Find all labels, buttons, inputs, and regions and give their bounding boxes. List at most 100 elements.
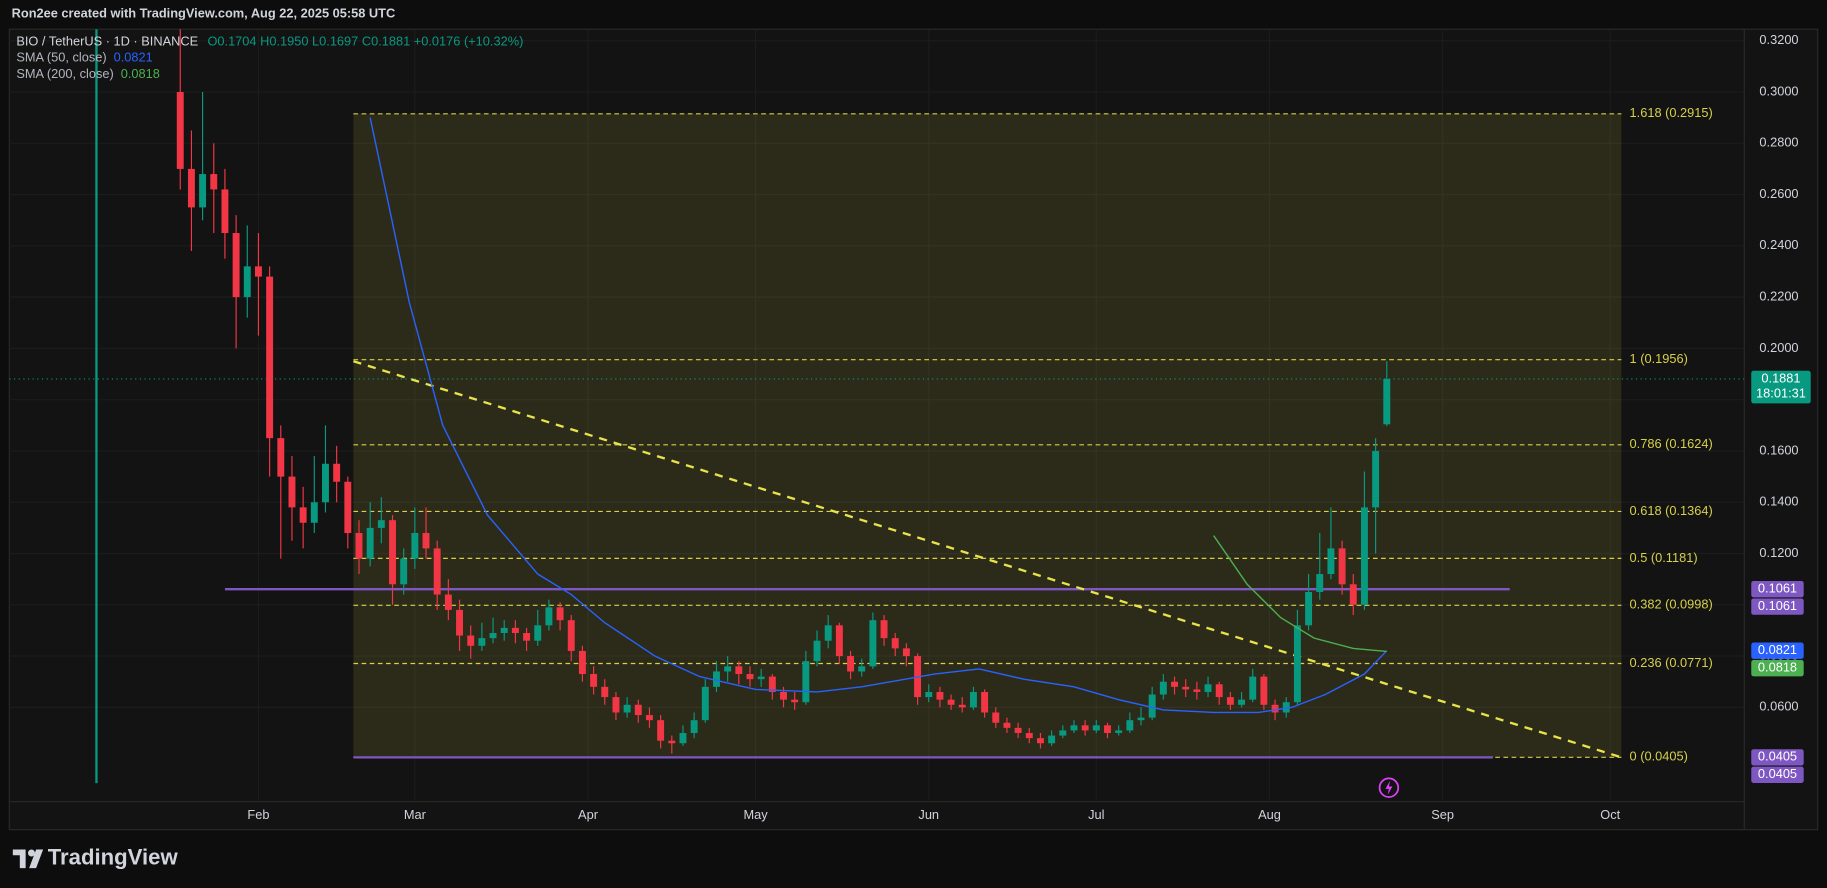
x-tick-label: Aug [1258, 807, 1281, 822]
candle-body [969, 691, 977, 708]
candle-body [1104, 725, 1111, 733]
fib-zone [353, 113, 1622, 758]
candle-body [657, 720, 665, 741]
candle-body [1260, 676, 1268, 705]
candle-body [791, 699, 799, 703]
candle-body [1003, 722, 1011, 728]
candle-body [344, 481, 352, 534]
x-tick-label: Mar [404, 807, 427, 822]
candle-body [590, 674, 598, 687]
candle-body [377, 520, 385, 528]
x-tick-label: Sep [1431, 807, 1454, 822]
candle-body [936, 691, 944, 700]
candle-body [534, 625, 542, 641]
candle-body [880, 620, 888, 639]
fib-label: 0 (0.0405) [1630, 749, 1688, 764]
candle-body [1036, 738, 1044, 744]
candle-body [1282, 702, 1290, 713]
candle-body [389, 520, 396, 585]
candle-body [221, 189, 229, 234]
candle-body [478, 638, 486, 646]
candle-body [199, 174, 207, 208]
event-icon-bolt [1385, 780, 1393, 795]
candle-body [1059, 730, 1067, 736]
candle-body [724, 666, 732, 672]
logo-slash [29, 849, 44, 869]
candle-body [891, 638, 899, 649]
candle-body [411, 533, 419, 559]
trendline [353, 360, 1622, 759]
plot [9, 29, 1745, 802]
candle-body [1204, 684, 1212, 692]
candle-body [310, 502, 318, 523]
candle-body [902, 648, 910, 657]
candle-body [925, 691, 933, 698]
y-tick-label: 0.2600 [1759, 186, 1798, 201]
candle-body [992, 712, 1000, 723]
candle-body [1171, 681, 1178, 687]
event-icon[interactable] [1378, 777, 1400, 798]
attribution: Ron2ee created with TradingView.com, Aug… [12, 5, 396, 20]
candle-body [1338, 548, 1346, 585]
candle-body [1115, 730, 1123, 733]
candle-body [187, 168, 195, 208]
sma-line [1213, 535, 1387, 653]
candle-body [567, 620, 575, 651]
price-label-box [1751, 749, 1804, 766]
logo-mark [12, 849, 26, 869]
candle-body [1349, 584, 1357, 605]
x-tick-label: Apr [578, 807, 599, 822]
candle-body [1226, 697, 1234, 705]
candle-body [456, 609, 464, 636]
candle-body [1137, 717, 1145, 721]
candle-body [433, 548, 441, 595]
candle-body [1372, 450, 1380, 508]
candle-body [1238, 699, 1246, 705]
candle-body [1092, 725, 1100, 731]
legend-name: SMA (200, close) [16, 66, 113, 81]
price-label: 0.0405 [1758, 749, 1797, 764]
candle-body [422, 533, 430, 549]
candle-body [254, 266, 262, 277]
candle-body [981, 691, 989, 713]
x-tick-label: Oct [1600, 807, 1620, 822]
candle-body [299, 507, 307, 523]
x-tick-label: Jul [1088, 807, 1104, 822]
candle-body [1249, 676, 1257, 700]
fib-label: 0.236 (0.0771) [1630, 655, 1713, 670]
candle-body [847, 656, 855, 672]
price-label-box [1751, 642, 1804, 659]
candle-body [176, 92, 184, 169]
price-label-box [1751, 370, 1811, 404]
candle-body [266, 276, 274, 439]
candle-body [1215, 684, 1223, 698]
candle-body [1383, 378, 1391, 425]
y-tick-label: 0.2800 [1759, 135, 1798, 150]
candle-body [1014, 727, 1022, 733]
candle-body [1126, 720, 1134, 731]
x-tick-label: Jun [918, 807, 939, 822]
candle-body [523, 633, 531, 641]
y-tick-label: 0.1400 [1759, 494, 1798, 509]
candle-body [958, 704, 966, 708]
candle-body [545, 607, 553, 626]
candle-body [746, 674, 754, 680]
candle-body [288, 476, 296, 508]
candle-body [623, 704, 631, 713]
candle-body [1081, 725, 1089, 731]
candle-body [612, 697, 620, 713]
price-label-box [1751, 581, 1804, 598]
candle-body [500, 627, 508, 634]
fib-label: 1.618 (0.2915) [1630, 105, 1713, 120]
y-tick-label: 0.1600 [1759, 442, 1798, 457]
fib-label: 1 (0.1956) [1630, 351, 1688, 366]
candle-body [701, 686, 709, 721]
fib-label: 0.618 (0.1364) [1630, 503, 1713, 518]
candle-body [489, 633, 497, 639]
price-label: 0.1061 [1758, 581, 1797, 596]
candle-body [578, 650, 586, 675]
candle-body [824, 625, 832, 641]
fib-label: 0.382 (0.0998) [1630, 597, 1713, 612]
y-tick-label: 0.3000 [1759, 83, 1798, 98]
